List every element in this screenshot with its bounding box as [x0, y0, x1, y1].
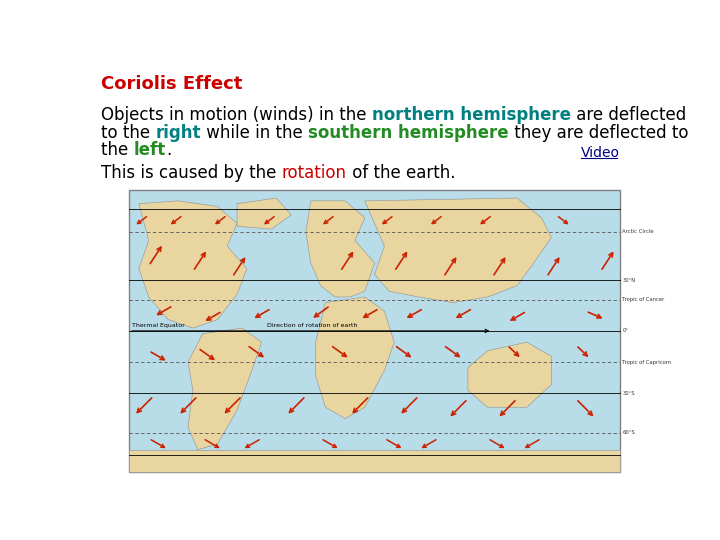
Text: northern hemisphere: northern hemisphere [372, 106, 571, 124]
Text: Tropic of Cancer: Tropic of Cancer [622, 298, 665, 302]
Bar [129, 190, 620, 472]
Text: left: left [134, 141, 166, 159]
Text: Objects in motion (winds) in the: Objects in motion (winds) in the [101, 106, 372, 124]
Polygon shape [237, 198, 291, 229]
Text: right: right [156, 124, 201, 142]
Polygon shape [139, 201, 247, 328]
Text: Direction of rotation of earth: Direction of rotation of earth [266, 322, 357, 328]
Polygon shape [129, 450, 620, 472]
Text: Arctic Circle: Arctic Circle [622, 230, 654, 234]
Polygon shape [315, 297, 395, 418]
Text: This is caused by the: This is caused by the [101, 164, 282, 182]
Text: 30°N: 30°N [622, 278, 636, 282]
Text: .: . [166, 141, 171, 159]
Polygon shape [188, 328, 261, 450]
Text: Tropic of Capricorn: Tropic of Capricorn [622, 360, 672, 365]
Text: 0°: 0° [622, 328, 629, 333]
Polygon shape [365, 198, 552, 302]
Text: are deflected: are deflected [571, 106, 686, 124]
Text: to the: to the [101, 124, 156, 142]
Polygon shape [468, 342, 552, 407]
Text: 60°S: 60°S [622, 430, 635, 435]
Text: Coriolis Effect: Coriolis Effect [101, 75, 243, 93]
Text: while in the: while in the [201, 124, 308, 142]
Text: of the earth.: of the earth. [347, 164, 455, 182]
Text: 30°S: 30°S [622, 390, 635, 396]
Text: the: the [101, 141, 134, 159]
Polygon shape [306, 201, 374, 297]
Text: rotation: rotation [282, 164, 347, 182]
Text: Video: Video [581, 146, 620, 160]
Text: southern hemisphere: southern hemisphere [308, 124, 508, 142]
Text: Thermal Equator: Thermal Equator [132, 322, 184, 328]
Text: they are deflected to: they are deflected to [508, 124, 688, 142]
